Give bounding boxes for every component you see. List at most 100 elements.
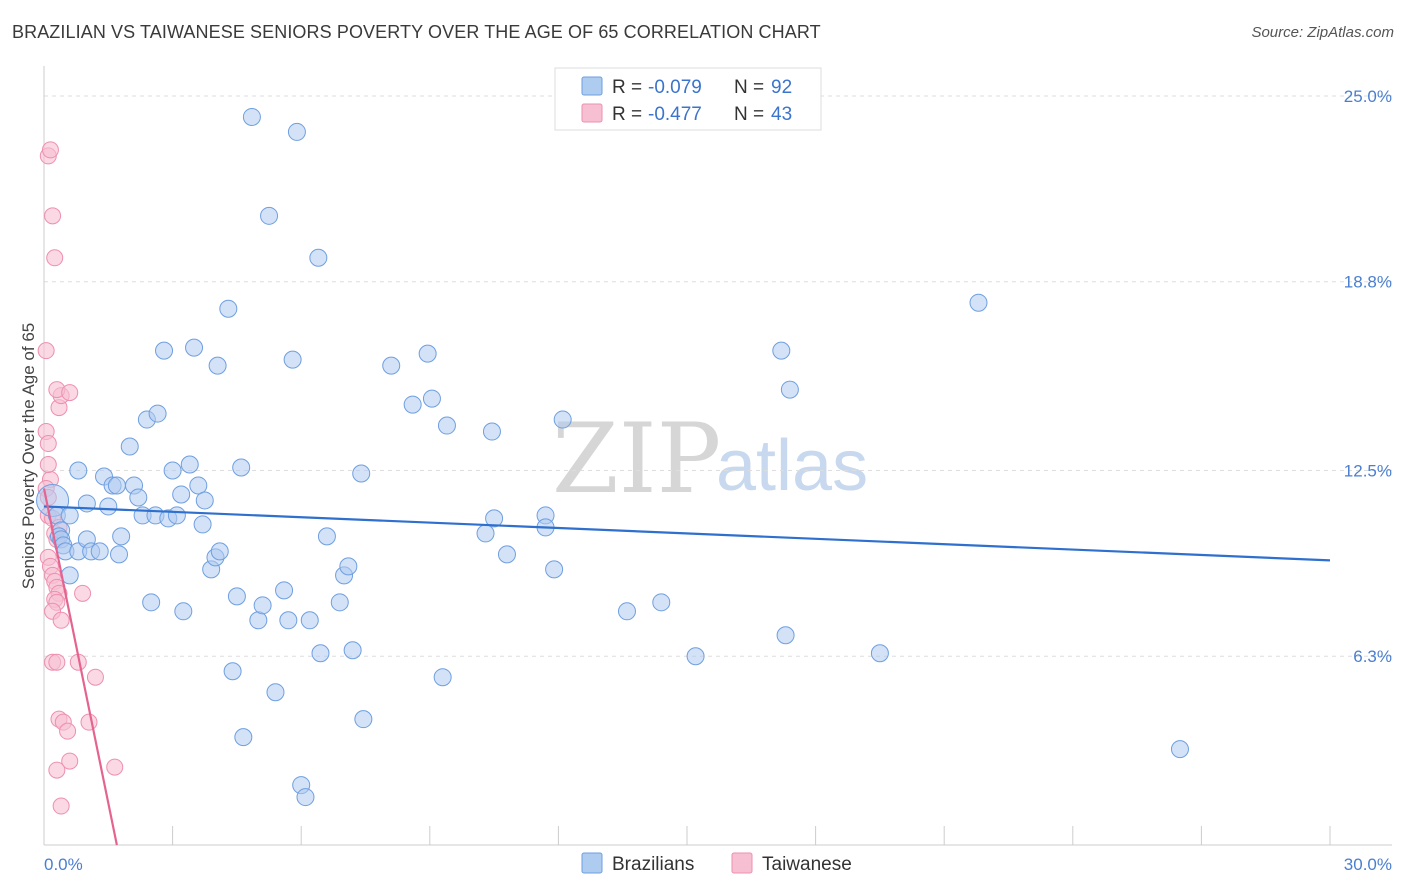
brazilian-point — [870, 644, 889, 663]
brazilian-point — [309, 248, 328, 267]
legend-n-label: N = — [734, 77, 764, 98]
grid-lines — [44, 95, 1392, 657]
legend-swatch-taiwanese — [581, 103, 603, 123]
brazilian-point — [545, 560, 564, 579]
bottom-legend-swatch-brazilians — [581, 852, 603, 874]
brazilian-point — [232, 458, 251, 477]
brazilian-point — [772, 341, 791, 360]
taiwanese-point — [39, 455, 57, 473]
brazilian-point — [776, 626, 795, 645]
bottom-legend-swatch-taiwanese — [731, 852, 753, 874]
brazilian-point — [223, 662, 242, 681]
y-axis-label: Seniors Poverty Over the Age of 65 — [19, 323, 38, 589]
taiwanese-point — [37, 342, 55, 360]
chart-title: BRAZILIAN VS TAIWANESE SENIORS POVERTY O… — [12, 22, 821, 42]
brazilian-point — [296, 788, 315, 807]
brazilian-point — [249, 611, 268, 630]
taiwanese-point — [61, 752, 79, 770]
source-credit: Source: ZipAtlas.com — [1251, 24, 1394, 41]
brazilian-point — [317, 527, 336, 546]
taiwanese-point — [86, 668, 104, 686]
brazilian-point — [167, 506, 186, 525]
brazilian-point — [210, 542, 229, 561]
brazilian-point — [382, 356, 401, 375]
x-tick-label-min: 0.0% — [44, 855, 83, 874]
brazilian-point — [90, 542, 109, 561]
legend-r-label: R = — [612, 77, 642, 98]
brazilian-point — [185, 338, 204, 357]
legend-n-value-taiwanese: 43 — [771, 104, 792, 125]
brazilian-point — [110, 545, 129, 564]
legend-n-label: N = — [734, 104, 764, 125]
brazilian-point — [780, 380, 799, 399]
brazilian-point — [189, 476, 208, 495]
brazilian-point — [260, 206, 279, 225]
brazilian-point — [437, 416, 456, 435]
brazilian-point — [339, 557, 358, 576]
brazilian-point — [174, 602, 193, 621]
trend-lines — [42, 488, 1331, 846]
y-tick-label: 6.3% — [1353, 647, 1392, 666]
brazilian-point — [497, 545, 516, 564]
x-tick-label-max: 30.0% — [1344, 855, 1392, 874]
brazilian-point — [142, 593, 161, 612]
brazilian-point — [129, 488, 148, 507]
brazilian-point — [69, 461, 88, 480]
brazilian-point — [300, 611, 319, 630]
brazilian-point — [107, 476, 126, 495]
taiwanese-point — [74, 584, 92, 602]
brazilian-point — [969, 293, 988, 312]
taiwanese-point — [52, 611, 70, 629]
brazilian-point — [234, 728, 253, 747]
brazilian-point — [208, 356, 227, 375]
axes — [43, 66, 1392, 846]
brazilian-point — [686, 647, 705, 666]
brazilian-point — [482, 422, 501, 441]
brazilian-point — [163, 461, 182, 480]
brazilian-point — [193, 515, 212, 534]
brazilian-point — [112, 527, 131, 546]
brazilian-point — [433, 668, 452, 687]
taiwanese-point — [61, 384, 79, 402]
legend-r-value-taiwanese: -0.477 — [648, 104, 702, 125]
brazilian-point — [476, 524, 495, 543]
brazilian-point — [354, 710, 373, 729]
brazilian-point — [120, 437, 139, 456]
brazilian-point — [219, 299, 238, 318]
bottom-legend-brazilians: Brazilians — [612, 854, 694, 875]
taiwanese-point — [48, 653, 66, 671]
bottom-legend-taiwanese: Taiwanese — [762, 854, 852, 875]
brazilian-point — [195, 491, 214, 510]
taiwanese-point — [41, 141, 59, 159]
brazilian-point — [60, 506, 79, 525]
brazilian-point — [227, 587, 246, 606]
brazilian-point — [485, 509, 504, 528]
brazilian-point — [148, 404, 167, 423]
taiwanese-trend-line — [42, 488, 118, 846]
legend-r-value-brazilians: -0.079 — [648, 77, 702, 98]
brazilian-point — [287, 122, 306, 141]
brazilian-point — [418, 344, 437, 363]
brazilian-point — [172, 485, 191, 504]
brazilian-point — [553, 410, 572, 429]
taiwanese-point — [106, 758, 124, 776]
legend-r-label: R = — [612, 104, 642, 125]
brazilian-point — [283, 350, 302, 369]
brazilian-point — [330, 593, 349, 612]
legend-swatch-brazilians — [581, 76, 603, 96]
brazilian-point — [652, 593, 671, 612]
watermark-atlas: atlas — [716, 426, 868, 506]
legend-n-value-brazilians: 92 — [771, 77, 792, 98]
brazilian-point — [242, 107, 261, 126]
y-tick-label: 18.8% — [1344, 273, 1392, 292]
brazilian-point — [422, 389, 441, 408]
taiwanese-point — [52, 797, 70, 815]
brazilian-point — [311, 644, 330, 663]
brazilian-point — [1170, 740, 1189, 759]
brazilian-point — [275, 581, 294, 600]
brazilian-point — [99, 497, 118, 516]
brazilian-point — [180, 455, 199, 474]
legend-box: R = -0.079 N = 92 R = -0.477 N = 43 — [554, 67, 822, 131]
taiwanese-point — [46, 249, 64, 267]
